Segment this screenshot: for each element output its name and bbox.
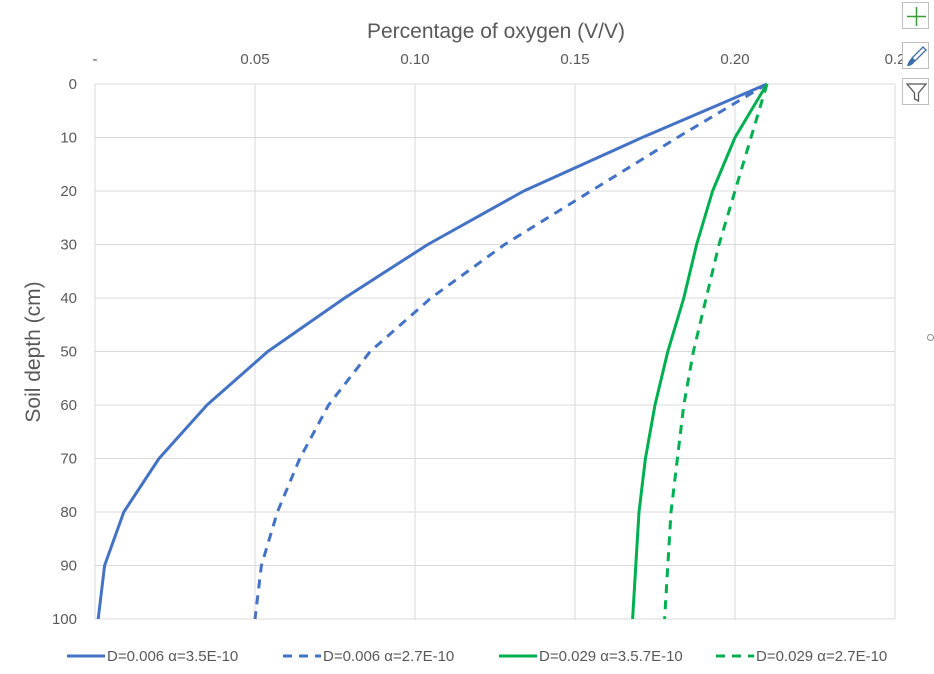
legend-label-4[interactable]: D=0.029 α=2.7E-10 [756, 648, 887, 665]
chart-styles-button[interactable] [902, 42, 929, 69]
series-line-3[interactable] [631, 83, 769, 620]
series-line-1[interactable] [96, 82, 768, 620]
legend-label-2[interactable]: D=0.006 α=2.7E-10 [323, 648, 454, 665]
x-axis-title: Percentage of oxygen (V/V) [367, 20, 625, 43]
x-tick-label: 0.05 [240, 51, 269, 68]
x-tick-label: - [93, 51, 98, 68]
y-tick-label: 70 [60, 451, 77, 468]
y-tick-label: 20 [60, 183, 77, 200]
resize-handle-right[interactable] [927, 334, 934, 341]
y-axis-title: Soil depth (cm) [22, 281, 45, 422]
chart-filters-button[interactable] [902, 78, 929, 105]
y-tick-label: 100 [52, 611, 77, 628]
y-tick-label: 10 [60, 130, 77, 147]
legend-label-3[interactable]: D=0.029 α=3.5.7E-10 [539, 648, 683, 665]
y-tick-label: 80 [60, 504, 77, 521]
chart-elements-button[interactable] [902, 2, 929, 29]
y-tick-label: 0 [69, 76, 77, 93]
x-tick-label: 0.20 [720, 51, 749, 68]
x-tick-label: 0.10 [400, 51, 429, 68]
x-tick-label: 0.2 [885, 51, 906, 68]
legend[interactable]: D=0.006 α=3.5E-10 D=0.006 α=2.7E-10 D=0.02… [67, 648, 887, 665]
y-tick-label: 30 [60, 237, 77, 254]
y-tick-label: 60 [60, 397, 77, 414]
x-tick-label: 0.15 [560, 51, 589, 68]
series-lines[interactable] [96, 82, 769, 620]
y-tick-label: 40 [60, 290, 77, 307]
brush-icon [907, 46, 927, 66]
axes: 0 10 20 30 40 50 60 70 80 90 100 - 0.05 0.10 0.15 0.20 0… [52, 51, 905, 628]
plus-icon [907, 7, 926, 26]
filter-icon [905, 83, 928, 103]
series-line-4[interactable] [663, 83, 769, 620]
gridlines [94, 83, 896, 620]
y-tick-label: 90 [60, 558, 77, 575]
y-tick-label: 50 [60, 344, 77, 361]
legend-label-1[interactable]: D=0.006 α=3.5E-10 [107, 648, 238, 665]
